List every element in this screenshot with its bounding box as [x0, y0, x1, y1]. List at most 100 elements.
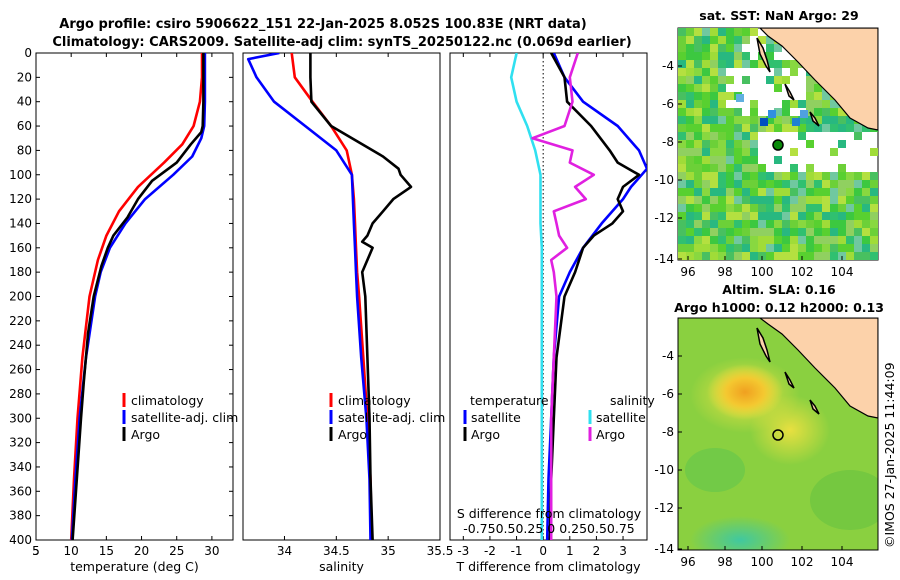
sst-cell	[750, 180, 758, 188]
sst-cell	[686, 108, 694, 116]
sst-cell	[862, 180, 870, 188]
sst-cell	[790, 244, 798, 252]
sst-cell	[806, 116, 814, 124]
sst-cell	[870, 220, 878, 228]
sst-cell	[702, 156, 710, 164]
sst-cell	[806, 236, 814, 244]
sst-cell	[766, 212, 774, 220]
sst-cell	[678, 68, 686, 76]
sst-cell	[686, 28, 694, 36]
sst-cell	[694, 116, 702, 124]
x-axis-label: temperature (deg C)	[70, 559, 199, 574]
x-axis-label: T difference from climatology	[455, 559, 641, 574]
sst-cell	[782, 116, 790, 124]
sst-cell	[694, 52, 702, 60]
sst-cell	[678, 220, 686, 228]
legend-temperature-title: temperature	[470, 393, 549, 408]
sst-cell	[718, 140, 726, 148]
sst-cell	[822, 212, 830, 220]
sst-cell	[862, 228, 870, 236]
sst-cell	[870, 212, 878, 220]
sst-cell	[718, 68, 726, 76]
sst-cell	[750, 60, 758, 68]
sst-cell	[734, 124, 742, 132]
sst-cell	[702, 52, 710, 60]
sst-cell	[678, 140, 686, 148]
sst-cell	[870, 188, 878, 196]
x-tick-label: -3	[457, 544, 469, 558]
sst-cell	[734, 132, 742, 140]
sst-cell	[702, 44, 710, 52]
sst-cell	[830, 116, 838, 124]
x-tick-label: 10	[64, 544, 79, 558]
sst-cell	[678, 244, 686, 252]
sst-cell	[822, 244, 830, 252]
sst-cell	[870, 172, 878, 180]
difference-legend: temperature satellite Argo salinity sate…	[463, 393, 655, 442]
sst-cell	[718, 220, 726, 228]
sst-cell	[734, 36, 742, 44]
sst-cell	[750, 204, 758, 212]
sst-cell	[734, 44, 742, 52]
map-y-tick-label: -8	[662, 425, 674, 439]
sst-cell	[768, 110, 776, 118]
sst-cell	[678, 84, 686, 92]
sst-cell	[734, 244, 742, 252]
sst-cell	[766, 228, 774, 236]
sst-cell	[782, 188, 790, 196]
sst-cell	[846, 244, 854, 252]
sst-cell	[814, 212, 822, 220]
sst-cell	[870, 244, 878, 252]
x-tick-label: 0	[539, 544, 547, 558]
temperature-panel: 0 20 40 60 80 100 120 140 160 180 200 220 240 260 280 3…	[9, 46, 234, 574]
map-y-tick-label: -6	[662, 97, 674, 111]
sst-cell	[678, 204, 686, 212]
sst-cell	[718, 116, 726, 124]
sst-cell	[854, 212, 862, 220]
sst-cell	[678, 252, 686, 260]
figure-title-line2: Climatology: CARS2009. Satellite-adj cli…	[52, 35, 631, 50]
sst-cell	[726, 108, 734, 116]
sst-cell	[766, 244, 774, 252]
sst-cell	[702, 172, 710, 180]
map-y-tick-label: -4	[662, 59, 674, 73]
sst-cell	[678, 172, 686, 180]
sst-cell	[718, 60, 726, 68]
map-x-tick-label: 98	[717, 555, 732, 569]
sst-cell	[750, 164, 758, 172]
sst-cell	[702, 108, 710, 116]
sst-cell	[750, 148, 758, 156]
sst-cell	[702, 196, 710, 204]
sst-cell	[798, 116, 806, 124]
sst-cell	[806, 76, 814, 84]
series-line-argo	[71, 53, 205, 540]
sst-cell	[766, 44, 774, 52]
sst-cell	[774, 236, 782, 244]
sst-cell	[758, 228, 766, 236]
sst-cell	[742, 164, 750, 172]
sst-cell	[806, 196, 814, 204]
sst-cell	[830, 172, 838, 180]
legend-satellite-adj: satellite-adj. clim	[131, 410, 238, 425]
sst-map-title: sat. SST: NaN Argo: 29	[699, 8, 858, 23]
sst-cell	[758, 188, 766, 196]
sst-cell	[782, 212, 790, 220]
sst-cell	[846, 236, 854, 244]
sst-cell	[694, 140, 702, 148]
sst-cell	[846, 180, 854, 188]
sst-cell	[686, 196, 694, 204]
sst-cell	[790, 180, 798, 188]
legend-argo: Argo	[338, 427, 367, 442]
sst-cell	[846, 172, 854, 180]
sst-cell	[686, 124, 694, 132]
sst-cell	[774, 220, 782, 228]
sst-cell	[814, 172, 822, 180]
sst-cell	[830, 252, 838, 260]
sst-cell	[694, 204, 702, 212]
sst-cell	[686, 76, 694, 84]
sst-cell	[726, 244, 734, 252]
sst-cell	[806, 124, 814, 132]
sst-cell	[678, 28, 686, 36]
sst-cell	[798, 100, 806, 108]
sst-cell	[742, 76, 750, 84]
